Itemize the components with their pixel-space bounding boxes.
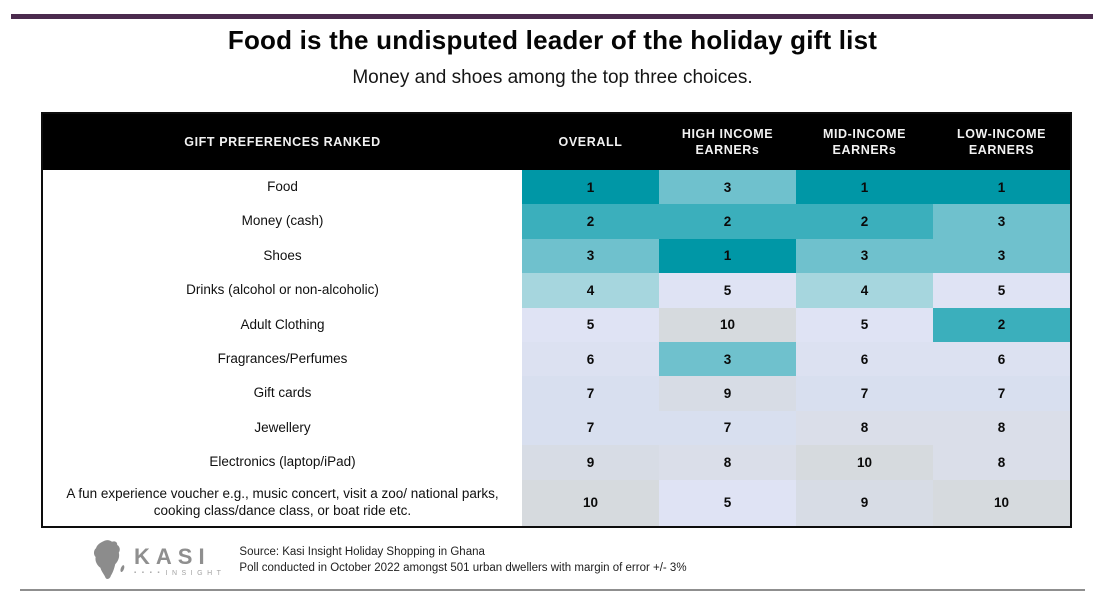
rank-cell: 10 [522,479,659,526]
rank-cell: 9 [522,445,659,480]
column-header: HIGH INCOME EARNERs [681,126,774,157]
rank-cell: 9 [659,376,796,411]
rank-cell: 5 [796,307,933,342]
rank-cell: 3 [796,238,933,274]
table-header-row: GIFT PREFERENCES RANKED OVERALL HIGH INCOM… [43,114,1070,170]
source-note: Source: Kasi Insight Holiday Shopping in… [239,545,686,576]
rank-cell: 5 [933,273,1070,308]
rank-cell: 1 [659,238,796,274]
logo-brand-text: KASI [134,543,211,569]
table-row: Food 1 3 1 1 [43,170,1070,205]
rank-cell: 9 [796,479,933,526]
rank-cell: 1 [796,170,933,205]
rank-cell: 7 [933,376,1070,411]
rank-cell: 7 [659,410,796,446]
rank-cell: 2 [796,204,933,239]
rank-cell: 6 [796,341,933,377]
rank-cell: 7 [522,376,659,411]
rank-cell: 5 [522,307,659,342]
bottom-divider [20,589,1085,591]
row-label: Money (cash) [43,204,522,239]
rank-cell: 3 [659,170,796,205]
table-row: Electronics (laptop/iPad) 9 8 10 8 [43,445,1070,480]
rank-cell: 8 [796,410,933,446]
rank-cell: 2 [659,204,796,239]
rank-cell: 6 [933,341,1070,377]
table-row: Fragrances/Perfumes 6 3 6 6 [43,341,1070,377]
rank-cell: 5 [659,479,796,526]
column-header-gift-preferences: GIFT PREFERENCES RANKED [184,134,381,149]
rank-cell: 3 [659,341,796,377]
rank-cell: 3 [933,204,1070,239]
logo-wordmark: KASI ▪ ▪ ▪ ▪ INSIGHT [134,543,226,577]
row-label: Drinks (alcohol or non-alcoholic) [43,273,522,308]
logo-sub-text: INSIGHT [165,569,226,577]
rank-cell: 1 [522,170,659,205]
table-body: Food 1 3 1 1 Money (cash) 2 2 2 3 Shoes 3 1 3 3 Drinks … [43,170,1070,526]
rank-cell: 3 [522,238,659,274]
table-row: Gift cards 7 9 7 7 [43,376,1070,411]
rank-cell: 2 [522,204,659,239]
rank-cell: 4 [796,273,933,308]
table-row: Drinks (alcohol or non-alcoholic) 4 5 4 5 [43,273,1070,308]
source-line-2: Poll conducted in October 2022 amongst 5… [239,562,687,574]
rank-cell: 8 [933,445,1070,480]
kasi-logo: KASI ▪ ▪ ▪ ▪ INSIGHT [88,539,225,583]
row-label: Shoes [43,238,522,274]
rank-cell: 6 [522,341,659,377]
rank-cell: 2 [933,307,1070,342]
table-row: Adult Clothing 5 10 5 2 [43,307,1070,342]
row-label: Jewellery [43,410,522,446]
page-title: Food is the undisputed leader of the hol… [227,25,878,55]
row-label: A fun experience voucher e.g., music con… [43,479,522,526]
gift-rank-table: GIFT PREFERENCES RANKED OVERALL HIGH INCOM… [41,112,1072,528]
table-row: Money (cash) 2 2 2 3 [43,204,1070,239]
row-label: Food [43,170,522,205]
rank-cell: 8 [933,410,1070,446]
row-label: Adult Clothing [43,307,522,342]
rank-cell: 10 [796,445,933,480]
logo-dots: ▪ ▪ ▪ ▪ [134,570,162,576]
rank-cell: 10 [659,307,796,342]
rank-cell: 5 [659,273,796,308]
row-label: Gift cards [43,376,522,411]
table-row: Shoes 3 1 3 3 [43,238,1070,274]
table-row: Jewellery 7 7 8 8 [43,410,1070,446]
rank-cell: 7 [522,410,659,446]
africa-map-icon [88,539,128,583]
column-header: OVERALL [558,134,623,149]
row-label: Electronics (laptop/iPad) [43,445,522,480]
rank-cell: 3 [933,238,1070,274]
footer: KASI ▪ ▪ ▪ ▪ INSIGHT Source: Kasi Insigh… [88,539,687,583]
table-row: A fun experience voucher e.g., music con… [43,479,1070,526]
column-header: MID-INCOME EARNERs [822,126,907,157]
rank-cell: 7 [796,376,933,411]
rank-cell: 4 [522,273,659,308]
rank-cell: 8 [659,445,796,480]
top-accent-bar [11,14,1093,19]
rank-cell: 1 [933,170,1070,205]
column-header: LOW-INCOME EARNERS [956,126,1047,157]
rank-cell: 10 [933,479,1070,526]
source-line-1: Source: Kasi Insight Holiday Shopping in… [239,546,485,559]
row-label: Fragrances/Perfumes [43,341,522,377]
page-subtitle: Money and shoes among the top three choi… [352,67,753,88]
